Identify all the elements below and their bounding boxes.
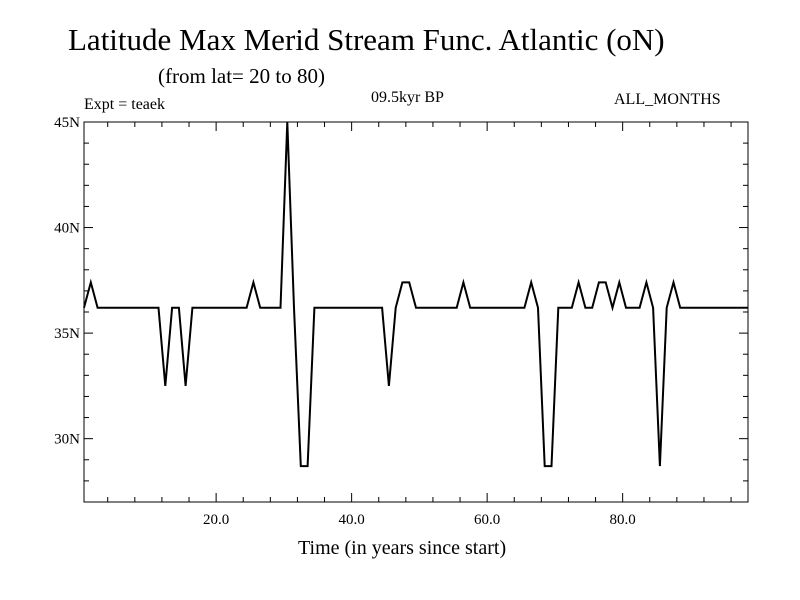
x-tick-label: 80.0 bbox=[610, 512, 636, 528]
axis-ticks bbox=[84, 121, 748, 503]
x-tick-label: 20.0 bbox=[203, 512, 229, 528]
experiment-label: Expt = teaek bbox=[84, 96, 165, 113]
chart-subtitle: (from lat= 20 to 80) bbox=[158, 64, 325, 88]
data-series-line bbox=[83, 121, 748, 468]
y-tick-label: 30N bbox=[54, 432, 80, 448]
y-tick-label: 40N bbox=[54, 221, 80, 237]
x-tick-label: 60.0 bbox=[474, 512, 500, 528]
plot-frame bbox=[83, 121, 749, 503]
y-tick-label: 35N bbox=[54, 326, 80, 342]
months-label: ALL_MONTHS bbox=[614, 91, 721, 108]
period-label: 09.5kyr BP bbox=[371, 89, 444, 106]
x-axis-label: Time (in years since start) bbox=[298, 537, 507, 559]
y-tick-labels: 30N 35N 40N 45N bbox=[54, 115, 80, 448]
y-tick-label: 45N bbox=[54, 115, 80, 131]
chart-title: Latitude Max Merid Stream Func. Atlantic… bbox=[68, 22, 665, 57]
x-tick-labels: 20.0 40.0 60.0 80.0 bbox=[203, 512, 636, 528]
x-tick-label: 40.0 bbox=[339, 512, 365, 528]
